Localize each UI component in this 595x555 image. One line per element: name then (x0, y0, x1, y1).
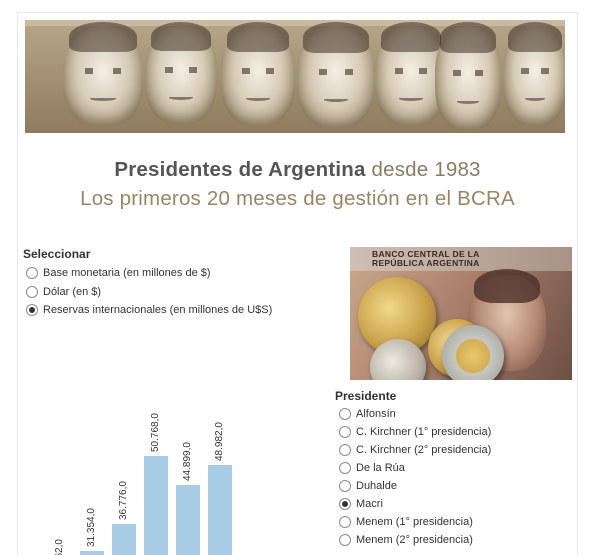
banknote-coins-photo: BANCO CENTRAL DE LA REPÚBLICA ARGENTINA (350, 247, 572, 380)
radio-button-checked-icon[interactable] (339, 498, 351, 510)
radio-button-icon[interactable] (339, 462, 351, 474)
radio-label: C. Kirchner (1° presidencia) (356, 426, 492, 438)
president-face-5 (375, 22, 447, 126)
banknote-portrait (468, 269, 546, 371)
radio-president-1[interactable]: Alfonsín (339, 408, 396, 420)
page-title-bold: Presidentes de Argentina (114, 158, 366, 181)
president-face-1 (63, 22, 143, 126)
chart-bar (80, 550, 104, 555)
radio-button-icon[interactable] (339, 408, 351, 420)
radio-president-4[interactable]: De la Rúa (339, 462, 405, 474)
president-face-6 (435, 21, 501, 130)
radio-president-7[interactable]: Menem (1° presidencia) (339, 516, 473, 528)
radio-president-2[interactable]: C. Kirchner (1° presidencia) (339, 426, 491, 438)
coin-icon (442, 325, 504, 380)
page-title-accent: desde 1983 (371, 158, 481, 181)
chart-bar (208, 465, 232, 555)
chart-bar (112, 524, 136, 555)
radio-label: Menem (1° presidencia) (356, 516, 473, 528)
radio-dolar[interactable]: Dólar (en $) (26, 286, 101, 298)
page-subtitle: Los primeros 20 meses de gestión en el B… (80, 187, 515, 210)
radio-button-icon[interactable] (339, 534, 351, 546)
president-face-3 (221, 22, 295, 126)
radio-base-monetaria[interactable]: Base monetaria (en millones de $) (26, 267, 211, 279)
radio-label: De la Rúa (356, 462, 405, 474)
radio-label: Reservas internacionales (en millones de… (43, 304, 273, 316)
radio-label: Alfonsín (356, 408, 396, 420)
radio-button-icon[interactable] (339, 444, 351, 456)
chart-data-label: 44.899,0 (182, 441, 193, 481)
radio-label: Macri (356, 498, 383, 510)
radio-president-6[interactable]: Macri (339, 498, 383, 510)
radio-label: Dólar (en $) (43, 286, 102, 298)
president-selector-label: Presidente (335, 389, 397, 403)
page-title: Presidentes de Argentina desde 1983 (0, 158, 595, 182)
president-face-2 (145, 22, 217, 124)
chart-data-label: 50.768,0 (150, 413, 161, 453)
chart-data-label: 36.776,0 (118, 481, 129, 521)
chart-data-label: 24.862,0 (54, 539, 65, 555)
president-face-7 (503, 22, 565, 126)
chart-data-label: 48.982,0 (214, 422, 225, 462)
radio-label: Menem (2° presidencia) (356, 534, 473, 546)
radio-button-icon[interactable] (26, 267, 38, 279)
presidents-banner (25, 20, 565, 133)
radio-label: C. Kirchner (2° presidencia) (356, 444, 492, 456)
coin-icon (370, 339, 426, 380)
radio-button-icon[interactable] (339, 480, 351, 492)
radio-president-5[interactable]: Duhalde (339, 480, 397, 492)
radio-button-icon[interactable] (26, 286, 38, 298)
selector-label: Seleccionar (23, 247, 91, 261)
banknote-header (350, 247, 572, 271)
radio-label: Duhalde (356, 480, 397, 492)
radio-reservas[interactable]: Reservas internacionales (en millones de… (26, 304, 272, 316)
radio-label: Base monetaria (en millones de $) (43, 267, 211, 279)
radio-button-checked-icon[interactable] (26, 304, 38, 316)
chart-data-label: 31.354,0 (86, 507, 97, 547)
radio-president-3[interactable]: C. Kirchner (2° presidencia) (339, 444, 491, 456)
president-face-4 (297, 21, 375, 128)
chart-bar (144, 456, 168, 555)
banknote-text: BANCO CENTRAL DE LA REPÚBLICA ARGENTINA (372, 249, 480, 268)
chart-bar (176, 484, 200, 555)
reserves-bar-chart: 24.862,0 31.354,0 36.776,0 50.768,0 44.899,0… (30, 360, 240, 555)
banner-top-strip (25, 20, 565, 26)
radio-president-8[interactable]: Menem (2° presidencia) (339, 534, 473, 546)
radio-button-icon[interactable] (339, 516, 351, 528)
radio-button-icon[interactable] (339, 426, 351, 438)
